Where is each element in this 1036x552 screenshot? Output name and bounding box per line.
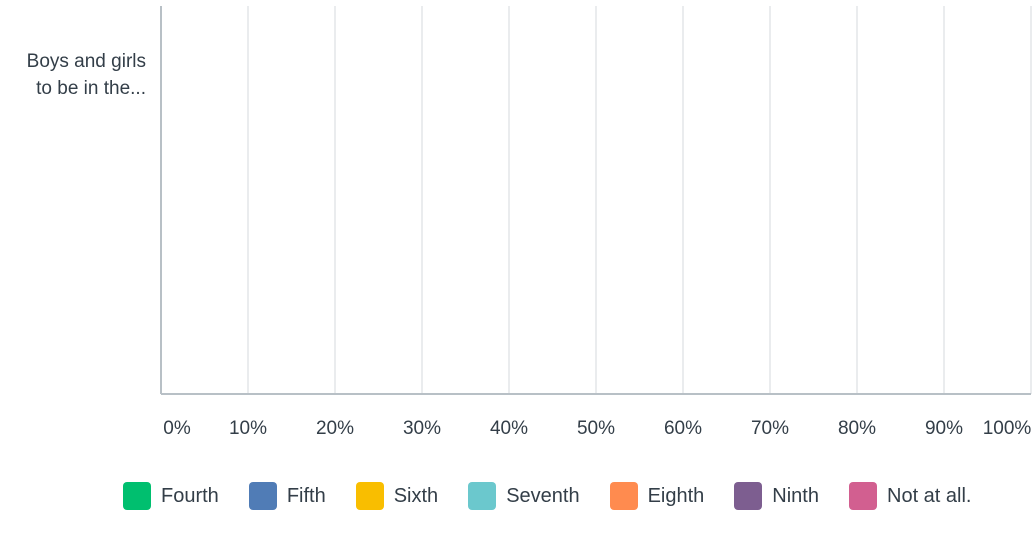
legend-item-eighth[interactable]: Eighth xyxy=(609,481,705,511)
legend-swatch-fourth xyxy=(123,482,151,510)
x-tick-label: 10% xyxy=(228,418,268,439)
category-label: Boys and girls to be in the... xyxy=(27,48,146,102)
legend-swatch-sixth xyxy=(355,482,384,510)
legend-item-sixth[interactable]: Sixth xyxy=(355,481,439,511)
legend-item-fifth[interactable]: Fifth xyxy=(248,481,326,511)
legend-item-seventh[interactable]: Seventh xyxy=(468,481,580,511)
legend-label-not-at-all: Not at all. xyxy=(887,484,972,507)
legend-swatch-not-at-all xyxy=(849,482,877,510)
x-tick-label: 80% xyxy=(837,418,877,439)
legend-label-fourth: Fourth xyxy=(161,484,219,507)
legend-item-fourth[interactable]: Fourth xyxy=(123,481,219,511)
legend-item-not-at-all[interactable]: Not at all. xyxy=(849,481,971,511)
legend-swatch-ninth xyxy=(734,482,763,510)
x-tick-label: 40% xyxy=(489,418,529,439)
legend-swatch-fifth xyxy=(248,482,277,510)
category-label-line-1: Boys and girls xyxy=(26,51,146,72)
gridlines xyxy=(247,6,1032,394)
legend-item-ninth[interactable]: Ninth xyxy=(734,481,819,511)
x-tick-label: 70% xyxy=(750,418,790,439)
legend-label-eighth: Eighth xyxy=(647,484,705,507)
x-tick-label: 100% xyxy=(982,418,1032,439)
category-label-line-2: to be in the... xyxy=(36,78,146,99)
x-tick-label: 90% xyxy=(924,418,964,439)
legend-label-seventh: Seventh xyxy=(506,484,580,507)
legend: Fourth Fifth Sixth Seventh Eighth Ninth … xyxy=(123,481,1023,511)
legend-label-sixth: Sixth xyxy=(393,484,439,507)
legend-label-fifth: Fifth xyxy=(286,484,326,507)
x-tick-label: 50% xyxy=(576,418,616,439)
legend-swatch-eighth xyxy=(609,482,638,510)
x-tick-label: 20% xyxy=(315,418,355,439)
x-tick-label: 60% xyxy=(663,418,703,439)
x-tick-label: 0% xyxy=(163,418,191,439)
legend-label-ninth: Ninth xyxy=(772,484,819,507)
x-tick-label: 30% xyxy=(402,418,442,439)
legend-swatch-seventh xyxy=(468,482,497,510)
